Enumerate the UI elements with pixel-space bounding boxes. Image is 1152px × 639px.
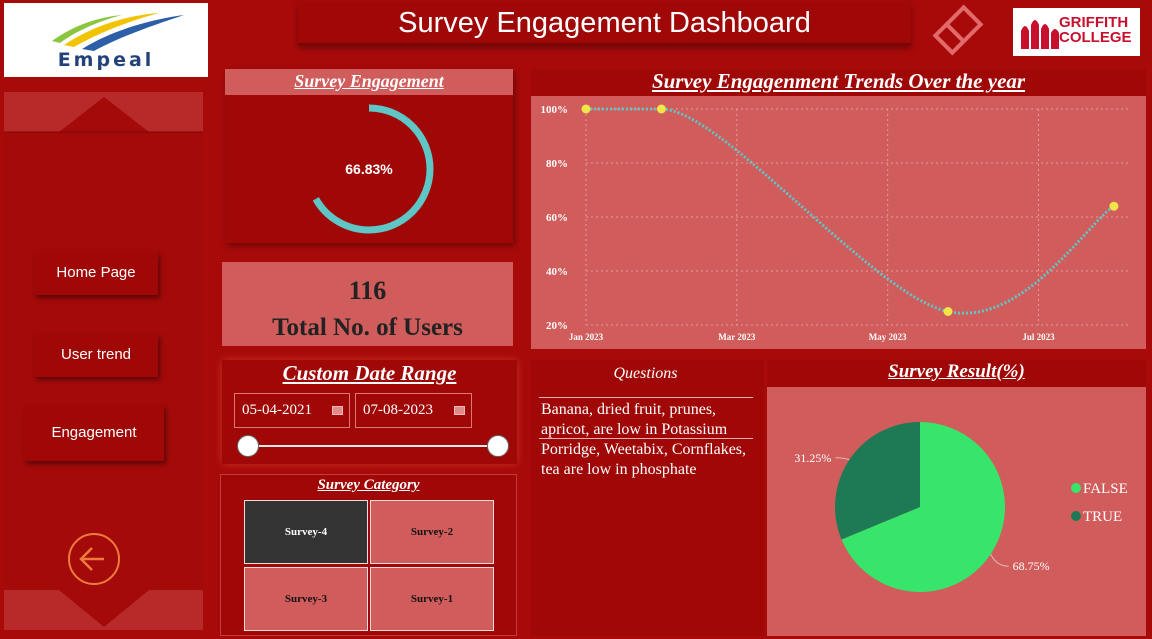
survey-category-card: Survey Category Survey-4 Survey-2 Survey… <box>220 474 517 636</box>
pie-leader-line <box>835 457 850 461</box>
pie-data-label: 31.25% <box>794 451 831 465</box>
end-date-input[interactable]: 07-08-2023 <box>355 393 472 428</box>
date-range-title: Custom Date Range <box>282 361 457 385</box>
date-slider-end-handle[interactable] <box>487 435 509 457</box>
users-label: Total No. of Users <box>272 314 463 341</box>
eraser-icon <box>932 4 984 56</box>
pie-slice-true[interactable] <box>835 422 920 540</box>
category-tile-survey-1[interactable]: Survey-1 <box>370 567 494 631</box>
back-button[interactable] <box>68 533 120 585</box>
questions-card: Questions Banana, dried fruit, prunes, a… <box>531 360 764 636</box>
engagement-arc <box>304 104 434 234</box>
trend-data-point[interactable] <box>1109 201 1119 211</box>
users-count: 116 <box>348 276 387 305</box>
category-tile-survey-4[interactable]: Survey-4 <box>244 500 368 564</box>
questions-divider <box>539 397 753 398</box>
x-tick-label: Jan 2023 <box>569 332 604 342</box>
survey-category-title: Survey Category <box>317 477 420 493</box>
x-tick-label: Jul 2023 <box>1022 332 1055 342</box>
college-word: COLLEGE <box>1059 29 1132 46</box>
y-tick-label: 100% <box>541 104 569 116</box>
legend-marker <box>1071 483 1081 493</box>
question-item[interactable]: Banana, dried fruit, prunes, apricot, ar… <box>541 401 728 438</box>
pie-data-label: 68.75% <box>1013 559 1050 573</box>
trend-series-line <box>585 107 1115 315</box>
start-date-input[interactable]: 05-04-2021 <box>234 393 350 428</box>
y-tick-label: 40% <box>546 266 568 278</box>
trend-data-point[interactable] <box>656 104 666 114</box>
category-tile-survey-2[interactable]: Survey-2 <box>370 500 494 564</box>
trend-data-point[interactable] <box>581 104 591 114</box>
survey-result-title: Survey Result(%) <box>888 361 1025 382</box>
nav-engagement[interactable]: Engagement <box>24 405 164 461</box>
trend-chart-area: 100% 80% 60% 40% 20% Jan 2023 Mar 2023 May 2023… <box>531 96 1146 349</box>
y-tick-label: 80% <box>546 158 568 170</box>
trend-chart-card: Survey Engagenment Trends Over the year … <box>531 69 1146 349</box>
calendar-icon[interactable] <box>454 406 465 415</box>
date-slider-track[interactable] <box>248 445 498 447</box>
date-slider-start-handle[interactable] <box>237 435 259 457</box>
pie-leader-line <box>990 553 1009 567</box>
legend-label[interactable]: FALSE <box>1083 481 1128 497</box>
y-tick-label: 20% <box>546 320 568 332</box>
legend-label[interactable]: TRUE <box>1083 509 1122 525</box>
empeal-swoosh-icon <box>52 13 184 51</box>
survey-result-area: 68.75% 31.25% FALSE TRUE <box>767 387 1146 636</box>
empeal-wordmark: Empeal <box>57 49 155 71</box>
legend-marker <box>1071 511 1081 521</box>
trend-chart-title: Survey Engagenment Trends Over the year <box>651 69 1026 93</box>
survey-result-card: Survey Result(%) 68.75% 31.25% FALSE TRUE <box>767 360 1146 636</box>
x-tick-label: May 2023 <box>869 332 907 342</box>
trend-data-point[interactable] <box>943 307 953 316</box>
empeal-logo: Empeal <box>4 3 208 77</box>
category-tile-survey-3[interactable]: Survey-3 <box>244 567 368 631</box>
calendar-icon[interactable] <box>332 406 343 415</box>
page-title: Survey Engagement Dashboard <box>298 3 911 45</box>
griffith-word: GRIFFITH <box>1059 14 1129 31</box>
y-tick-label: 60% <box>546 212 568 224</box>
end-date-value: 07-08-2023 <box>363 402 433 418</box>
griffith-college-logo: GRIFFITH COLLEGE <box>1013 8 1140 56</box>
nav-home-page[interactable]: Home Page <box>34 252 158 295</box>
questions-divider <box>539 438 753 439</box>
question-item[interactable]: Porridge, Weetabix, Cornflakes, tea are … <box>541 441 747 478</box>
engagement-card: Survey Engagement 66.83% <box>225 69 513 243</box>
start-date-value: 05-04-2021 <box>242 402 312 418</box>
survey-result-pie: 68.75% 31.25% FALSE TRUE <box>794 422 1128 592</box>
arrow-left-icon <box>79 547 104 571</box>
questions-header: Questions <box>613 365 678 382</box>
sidebar-frame <box>4 92 203 630</box>
x-tick-label: Mar 2023 <box>718 332 756 342</box>
pie-slice-false[interactable] <box>841 422 1005 592</box>
griffith-crest-icon <box>1021 20 1059 49</box>
engagement-value: 66.83% <box>345 161 393 177</box>
engagement-title: Survey Engagement <box>225 69 513 95</box>
engagement-gauge: 66.83% <box>304 104 434 234</box>
trend-chart: 100% 80% 60% 40% 20%Jan 2023 Mar 2023 May 2023… <box>541 104 1129 342</box>
date-range-card: Custom Date Range 05-04-2021 07-08-2023 <box>222 360 517 464</box>
nav-user-trend[interactable]: User trend <box>34 334 158 377</box>
users-card: 116 Total No. of Users <box>222 262 513 346</box>
